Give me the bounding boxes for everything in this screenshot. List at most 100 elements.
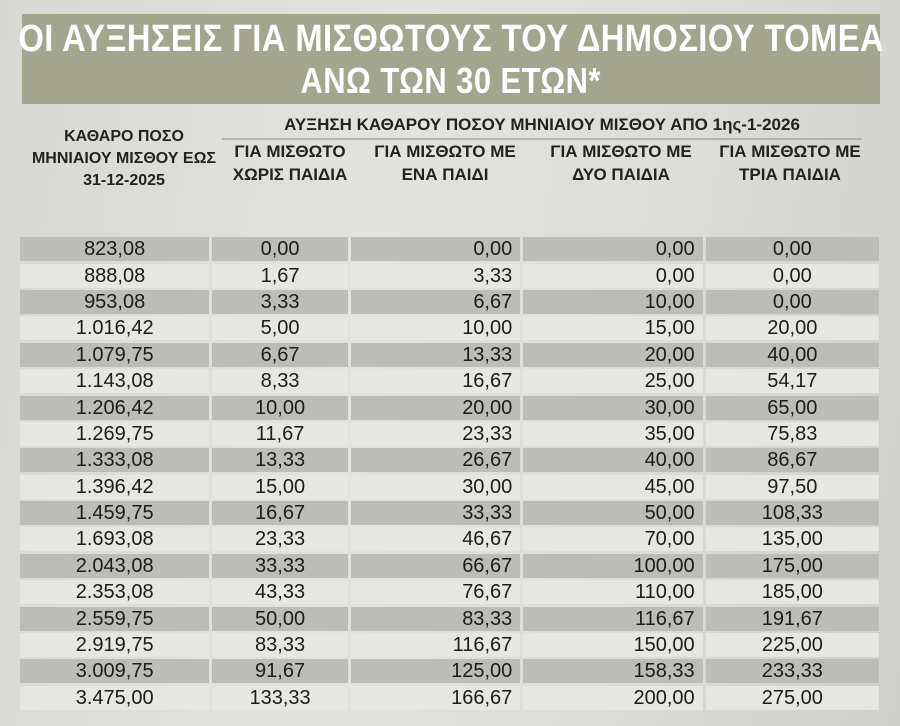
title-line-1: ΟΙ ΑΥΞΗΣΕΙΣ ΓΙΑ ΜΙΣΘΩΤΟΥΣ ΤΟΥ ΔΗΜΟΣΙΟΥ Τ…	[18, 18, 884, 60]
two-children-cell: 0,00	[523, 263, 703, 288]
table-row: 1.269,75 11,67 23,33 35,00 75,83	[20, 421, 882, 447]
one-child-cell: 3,33	[350, 263, 521, 288]
salary-cell: 2.043,08	[20, 553, 210, 578]
table-row: 1.459,75 16,67 33,33 50,00 108,33	[20, 500, 882, 526]
no-children-cell: 3,33	[212, 289, 348, 314]
no-children-cell: 50,00	[212, 606, 348, 631]
three-children-cell: 233,33	[705, 659, 879, 684]
sub-header-two-children: ΓΙΑ ΜΙΣΘΩΤΟ ΜΕ ΔΥΟ ΠΑΙΔΙΑ	[550, 142, 692, 184]
three-children-cell: 20,00	[705, 316, 879, 341]
table-row: 1.693,08 23,33 46,67 70,00 135,00	[20, 526, 882, 552]
salary-cell: 1.269,75	[20, 421, 210, 446]
three-children-cell: 86,67	[705, 448, 879, 473]
one-child-cell: 66,67	[350, 553, 521, 578]
no-children-cell: 13,33	[212, 448, 348, 473]
three-children-cell: 65,00	[705, 395, 879, 420]
one-child-cell: 46,67	[350, 527, 521, 552]
two-children-cell: 50,00	[523, 501, 703, 526]
two-children-cell: 25,00	[523, 369, 703, 394]
salary-cell: 823,08	[20, 237, 210, 262]
no-children-cell: 91,67	[212, 659, 348, 684]
salary-cell: 2.559,75	[20, 606, 210, 631]
no-children-cell: 33,33	[212, 553, 348, 578]
no-children-cell: 5,00	[212, 316, 348, 341]
two-children-cell: 100,00	[523, 553, 703, 578]
salary-cell: 888,08	[20, 263, 210, 288]
table-row: 2.559,75 50,00 83,33 116,67 191,67	[20, 605, 882, 631]
no-children-cell: 1,67	[212, 263, 348, 288]
table-row: 823,08 0,00 0,00 0,00 0,00	[20, 236, 882, 262]
two-children-cell: 40,00	[523, 448, 703, 473]
three-children-cell: 0,00	[705, 263, 879, 288]
one-child-cell: 20,00	[350, 395, 521, 420]
no-children-cell: 0,00	[212, 237, 348, 262]
no-children-cell: 83,33	[212, 633, 348, 658]
two-children-cell: 10,00	[523, 289, 703, 314]
three-children-cell: 185,00	[705, 580, 879, 605]
no-children-cell: 10,00	[212, 395, 348, 420]
salary-cell: 3.009,75	[20, 659, 210, 684]
two-children-cell: 150,00	[523, 633, 703, 658]
one-child-cell: 6,67	[350, 289, 521, 314]
one-child-cell: 10,00	[350, 316, 521, 341]
table-row: 1.206,42 10,00 20,00 30,00 65,00	[20, 394, 882, 420]
salary-cell: 1.459,75	[20, 501, 210, 526]
table-row: 3.475,00 133,33 166,67 200,00 275,00	[20, 685, 882, 711]
table-row: 1.333,08 13,33 26,67 40,00 86,67	[20, 447, 882, 473]
salary-cell: 2.353,08	[20, 580, 210, 605]
one-child-cell: 0,00	[350, 237, 521, 262]
salary-cell: 1.016,42	[20, 316, 210, 341]
title-line-2: ΑΝΩ ΤΩΝ 30 ΕΤΩΝ*	[300, 60, 602, 101]
one-child-cell: 166,67	[350, 685, 521, 710]
three-children-cell: 175,00	[705, 553, 879, 578]
salary-cell: 1.079,75	[20, 342, 210, 367]
two-children-cell: 20,00	[523, 342, 703, 367]
no-children-cell: 133,33	[212, 685, 348, 710]
two-children-cell: 116,67	[523, 606, 703, 631]
no-children-cell: 15,00	[212, 474, 348, 499]
sub-header-three-children: ΓΙΑ ΜΙΣΘΩΤΟ ΜΕ ΤΡΙΑ ΠΑΙΔΙΑ	[719, 142, 861, 184]
no-children-cell: 11,67	[212, 421, 348, 446]
salary-cell: 1.206,42	[20, 395, 210, 420]
salary-cell: 953,08	[20, 289, 210, 314]
group-header: ΑΥΞΗΣΗ ΚΑΘΑΡΟΥ ΠΟΣΟΥ ΜΗΝΙΑΙΟΥ ΜΙΣΘΟΥ ΑΠΟ…	[222, 112, 862, 140]
no-children-cell: 43,33	[212, 580, 348, 605]
two-children-cell: 158,33	[523, 659, 703, 684]
table-row: 953,08 3,33 6,67 10,00 0,00	[20, 289, 882, 315]
salary-cell: 2.919,75	[20, 633, 210, 658]
three-children-cell: 135,00	[705, 527, 879, 552]
table-row: 1.079,75 6,67 13,33 20,00 40,00	[20, 342, 882, 368]
one-child-cell: 16,67	[350, 369, 521, 394]
no-children-cell: 23,33	[212, 527, 348, 552]
no-children-cell: 16,67	[212, 501, 348, 526]
one-child-cell: 30,00	[350, 474, 521, 499]
two-children-cell: 15,00	[523, 316, 703, 341]
one-child-cell: 76,67	[350, 580, 521, 605]
title-banner: ΟΙ ΑΥΞΗΣΕΙΣ ΓΙΑ ΜΙΣΘΩΤΟΥΣ ΤΟΥ ΔΗΜΟΣΙΟΥ Τ…	[18, 14, 883, 104]
data-table-body: 823,08 0,00 0,00 0,00 0,00 888,08 1,67 3,33 0,00…	[20, 236, 882, 711]
one-child-cell: 13,33	[350, 342, 521, 367]
table-row: 2.919,75 83,33 116,67 150,00 225,00	[20, 632, 882, 658]
salary-cell: 1.693,08	[20, 527, 210, 552]
sub-header-one-child: ΓΙΑ ΜΙΣΘΩΤΟ ΜΕ ΕΝΑ ΠΑΙΔΙ	[374, 142, 516, 184]
three-children-cell: 191,67	[705, 606, 879, 631]
two-children-cell: 45,00	[523, 474, 703, 499]
two-children-cell: 0,00	[523, 237, 703, 262]
sub-header-no-children: ΓΙΑ ΜΙΣΘΩΤΟ ΧΩΡΙΣ ΠΑΙΔΙΑ	[232, 142, 348, 184]
one-child-cell: 23,33	[350, 421, 521, 446]
three-children-cell: 54,17	[705, 369, 879, 394]
three-children-cell: 275,00	[705, 685, 879, 710]
no-children-cell: 8,33	[212, 369, 348, 394]
table-row: 888,08 1,67 3,33 0,00 0,00	[20, 262, 882, 288]
table-row: 2.353,08 43,33 76,67 110,00 185,00	[20, 579, 882, 605]
two-children-cell: 110,00	[523, 580, 703, 605]
three-children-cell: 40,00	[705, 342, 879, 367]
one-child-cell: 116,67	[350, 633, 521, 658]
salary-cell: 1.396,42	[20, 474, 210, 499]
table-row: 3.009,75 91,67 125,00 158,33 233,33	[20, 658, 882, 684]
three-children-cell: 0,00	[705, 289, 879, 314]
three-children-cell: 225,00	[705, 633, 879, 658]
salary-cell: 3.475,00	[20, 685, 210, 710]
two-children-cell: 35,00	[523, 421, 703, 446]
